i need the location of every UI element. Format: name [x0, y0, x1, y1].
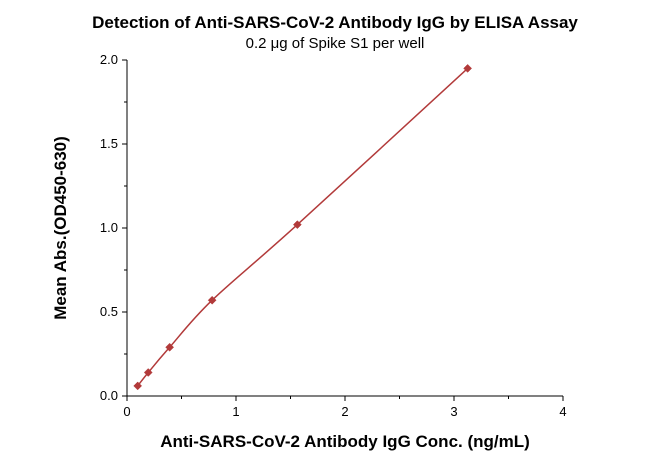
x-tick-label: 0 [123, 404, 130, 419]
data-point [207, 295, 217, 305]
data-point [293, 220, 302, 229]
data-point [165, 342, 174, 352]
x-tick-label: 4 [559, 404, 566, 419]
x-tick-label: 1 [232, 404, 239, 419]
x-tick-label: 3 [450, 404, 457, 419]
y-tick-label: 1.5 [100, 136, 118, 151]
data-point [133, 381, 143, 391]
y-tick-label: 0.0 [100, 388, 118, 403]
chart-title: Detection of Anti-SARS-CoV-2 Antibody Ig… [92, 13, 578, 32]
data-points [133, 64, 472, 391]
y-tick-label: 0.5 [100, 304, 118, 319]
y-ticks: 0.0 0.5 1.0 1.5 2.0 [100, 52, 127, 403]
x-ticks: 0 1 2 3 4 [123, 396, 567, 419]
fit-curve [137, 67, 469, 387]
y-axis-label: Mean Abs.(OD450-630) [51, 136, 70, 320]
y-tick-label: 2.0 [100, 52, 118, 67]
data-point [463, 64, 472, 73]
chart-subtitle: 0.2 μg of Spike S1 per well [246, 35, 425, 52]
x-axis-label: Anti-SARS-CoV-2 Antibody IgG Conc. (ng/m… [160, 432, 530, 451]
y-tick-label: 1.0 [100, 220, 118, 235]
data-point [143, 368, 153, 377]
x-tick-label: 2 [341, 404, 348, 419]
